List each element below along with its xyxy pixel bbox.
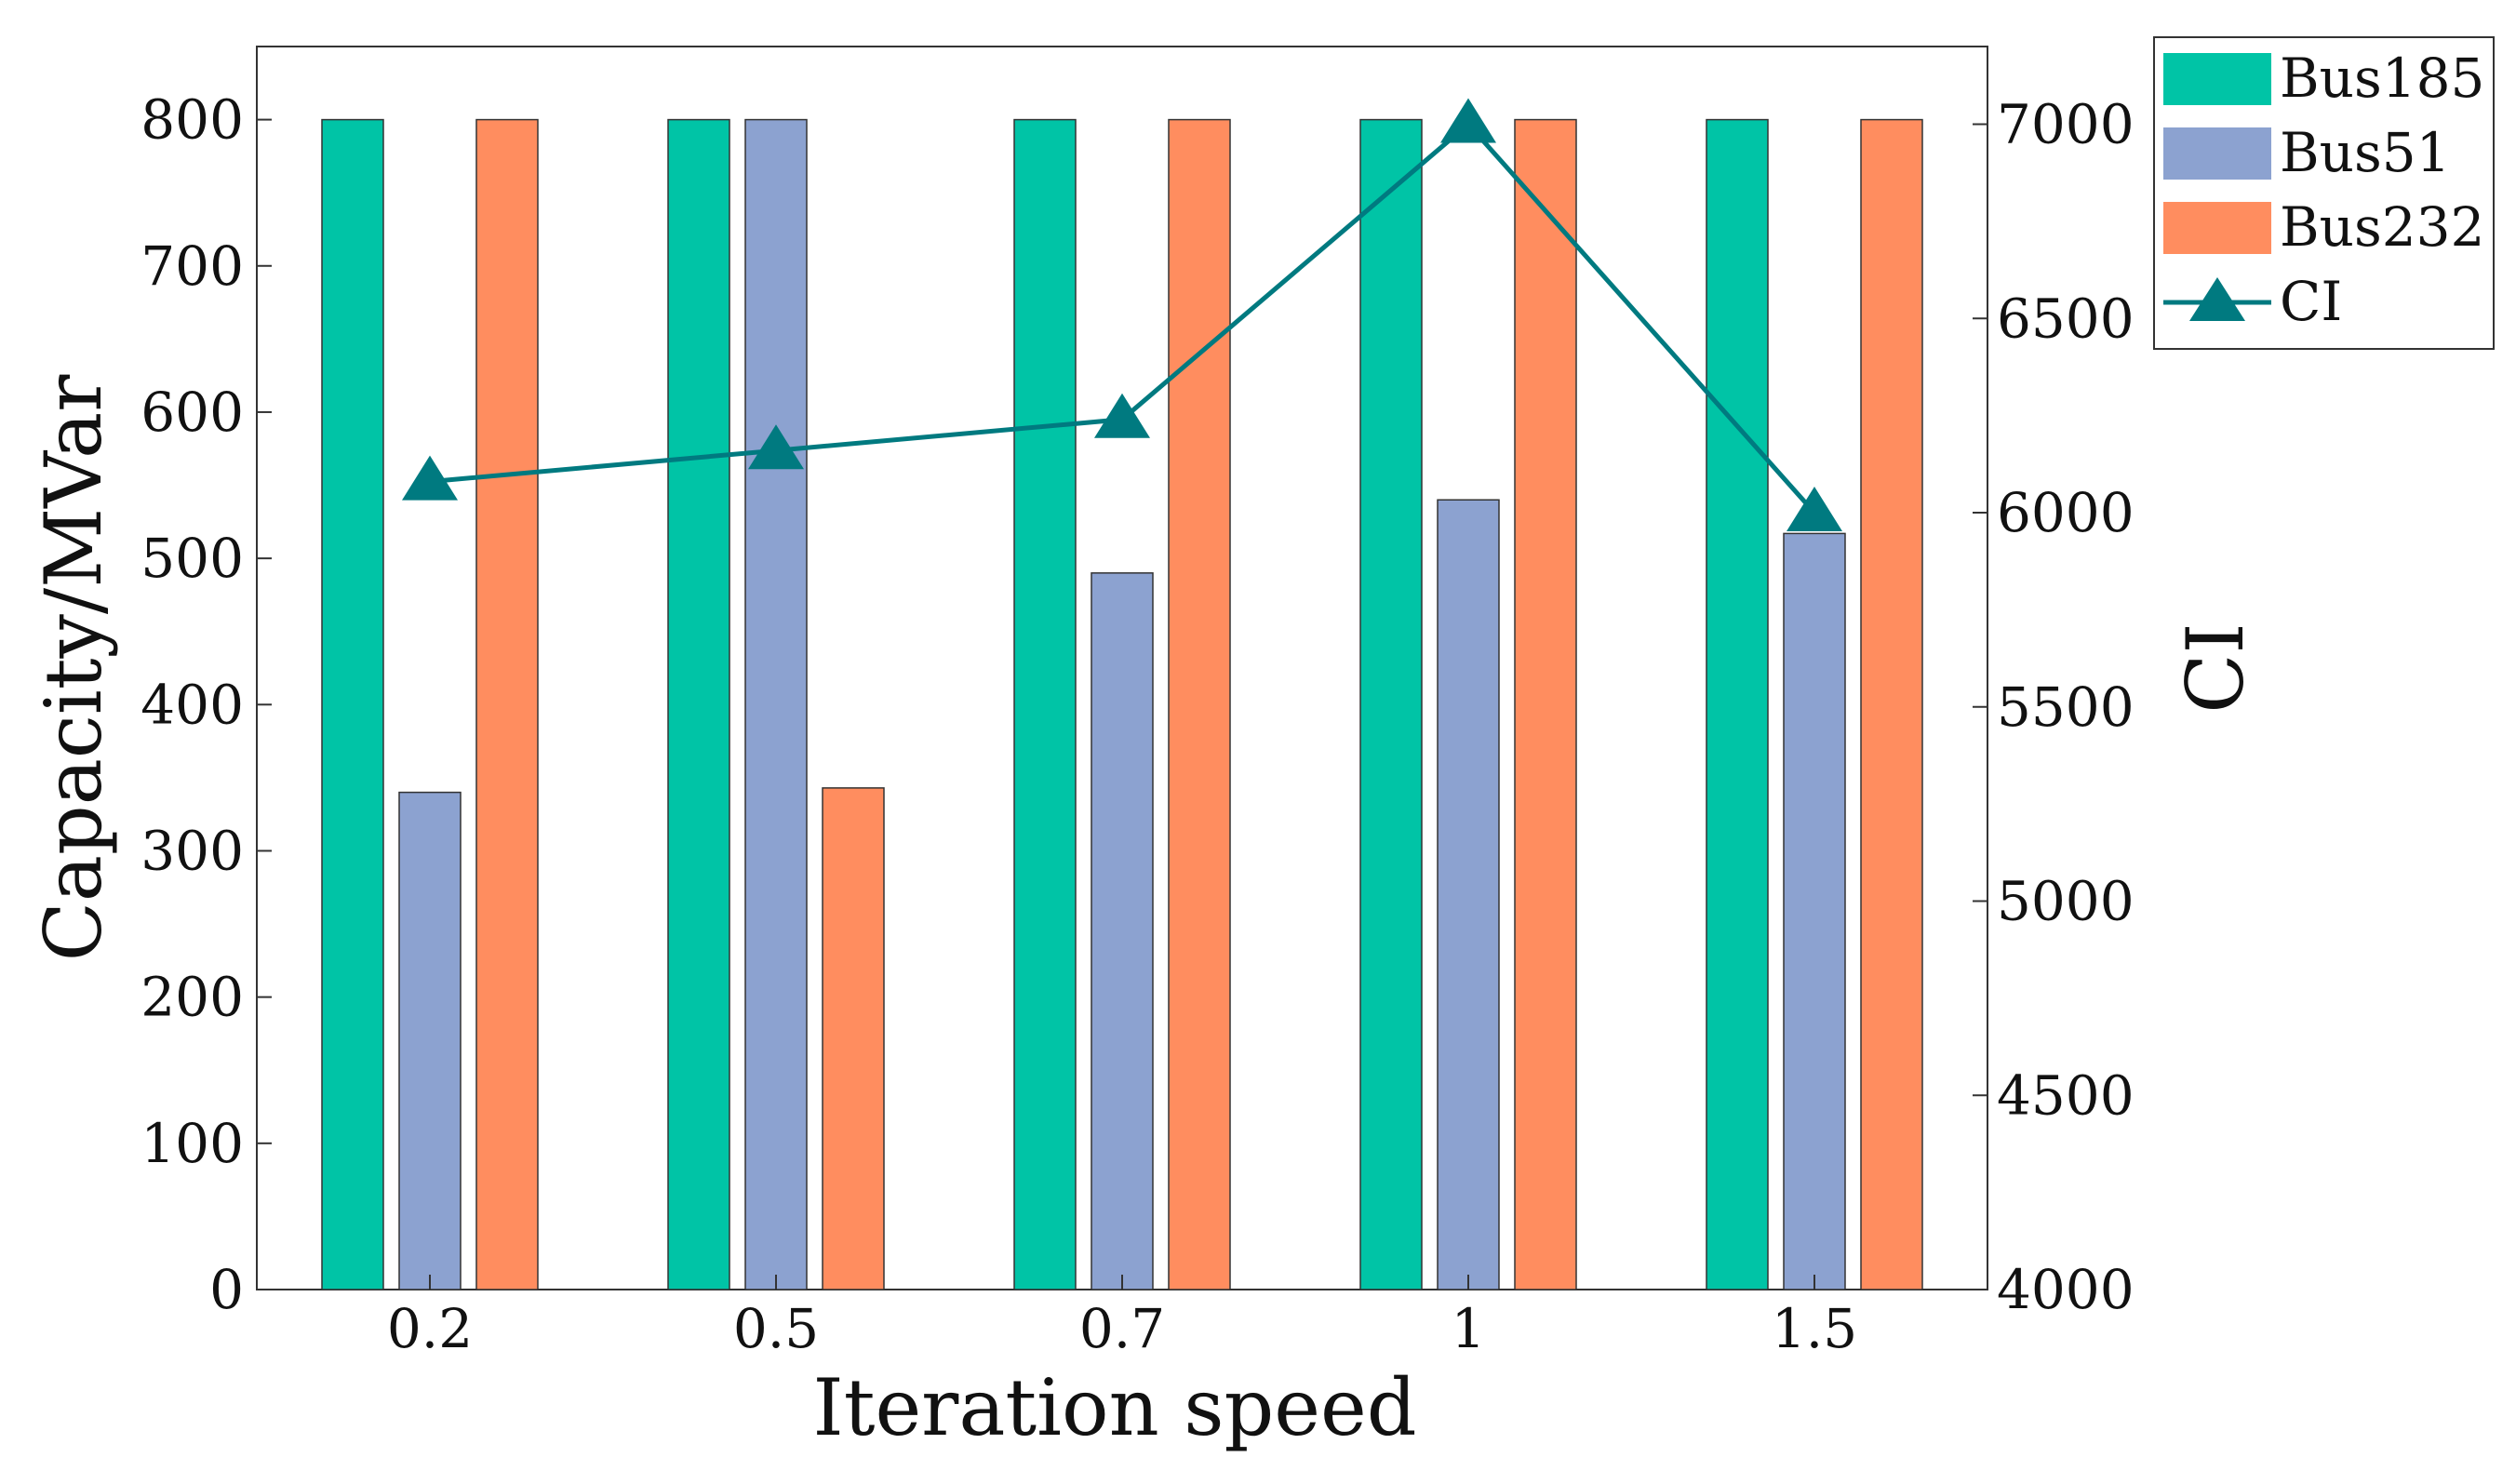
ci-marker-1.5 xyxy=(1787,487,1842,531)
bar-bus51-0.5 xyxy=(744,118,808,1290)
right-y-tick-label: 6000 xyxy=(1997,481,2135,544)
left-y-axis: 0 100 200 300 400 500 600 700 800 xyxy=(141,88,272,1321)
bar-bus232-1 xyxy=(1514,118,1577,1290)
left-y-axis-title: Capacity/MVar xyxy=(28,374,119,962)
x-tick-label: 1 xyxy=(1452,1297,1486,1360)
right-y-tick-label: 7000 xyxy=(1997,93,2135,156)
bar-bus185-1.5 xyxy=(1706,118,1769,1290)
bar-bus232-0.2 xyxy=(475,118,539,1290)
right-y-tick-label: 5000 xyxy=(1997,870,2135,933)
legend-swatch-bus232 xyxy=(2163,202,2271,254)
left-y-tick-label: 600 xyxy=(141,381,244,444)
ci-marker-0.7 xyxy=(1094,393,1150,438)
bar-bus232-0.7 xyxy=(1168,118,1231,1290)
legend-label-ci: CI xyxy=(2280,270,2342,333)
right-y-tick-label: 4500 xyxy=(1997,1063,2135,1127)
right-y-axis-title: CI xyxy=(2170,622,2261,713)
right-y-tick-label: 4000 xyxy=(1997,1258,2135,1321)
left-y-tick-label: 200 xyxy=(141,966,244,1029)
bar-bus51-0.7 xyxy=(1091,572,1154,1290)
right-y-tick-label: 5500 xyxy=(1997,675,2135,739)
left-y-tick-label: 700 xyxy=(141,234,244,298)
x-axis-title: Iteration speed xyxy=(813,1362,1417,1453)
bar-bus51-0.2 xyxy=(398,791,462,1290)
right-y-axis: 4000 4500 5000 5500 6000 6500 7000 xyxy=(1973,93,2135,1321)
left-y-tick-label: 500 xyxy=(141,527,244,590)
x-tick-label: 1.5 xyxy=(1772,1297,1857,1360)
bar-layer xyxy=(321,118,1923,1290)
ci-marker-0.2 xyxy=(402,455,458,501)
ci-line xyxy=(429,121,1816,515)
legend-swatch-bus51 xyxy=(2163,127,2271,180)
legend: Bus185 Bus51 Bus232 CI xyxy=(2153,36,2495,350)
x-axis: 0.2 0.5 0.7 1 1.5 xyxy=(387,1275,1857,1360)
bar-bus185-0.5 xyxy=(667,118,730,1290)
bar-bus51-1.5 xyxy=(1783,532,1846,1290)
ci-line-layer xyxy=(402,98,1842,531)
x-tick-label: 0.5 xyxy=(733,1297,819,1360)
legend-label-bus185: Bus185 xyxy=(2280,47,2484,110)
ci-marker-0.5 xyxy=(748,424,804,470)
left-y-tick-label: 300 xyxy=(141,819,244,882)
right-y-tick-label: 6500 xyxy=(1997,287,2135,350)
bar-bus232-1.5 xyxy=(1860,118,1923,1290)
left-y-tick-label: 800 xyxy=(141,88,244,152)
x-tick-label: 0.2 xyxy=(387,1297,473,1360)
legend-swatch-bus185 xyxy=(2163,53,2271,105)
legend-label-bus51: Bus51 xyxy=(2280,121,2451,184)
x-tick-label: 0.7 xyxy=(1079,1297,1165,1360)
left-y-tick-label: 0 xyxy=(209,1258,244,1321)
legend-marker-ci xyxy=(2189,277,2245,321)
bar-bus185-0.7 xyxy=(1013,118,1077,1290)
legend-label-bus232: Bus232 xyxy=(2280,195,2484,259)
bar-bus185-1 xyxy=(1359,118,1423,1290)
ci-marker-1 xyxy=(1440,98,1496,143)
left-y-tick-label: 400 xyxy=(141,673,244,736)
bar-bus51-1 xyxy=(1437,499,1500,1290)
bar-bus185-0.2 xyxy=(321,118,384,1290)
left-y-tick-label: 100 xyxy=(141,1112,244,1175)
bar-bus232-0.5 xyxy=(822,787,885,1290)
